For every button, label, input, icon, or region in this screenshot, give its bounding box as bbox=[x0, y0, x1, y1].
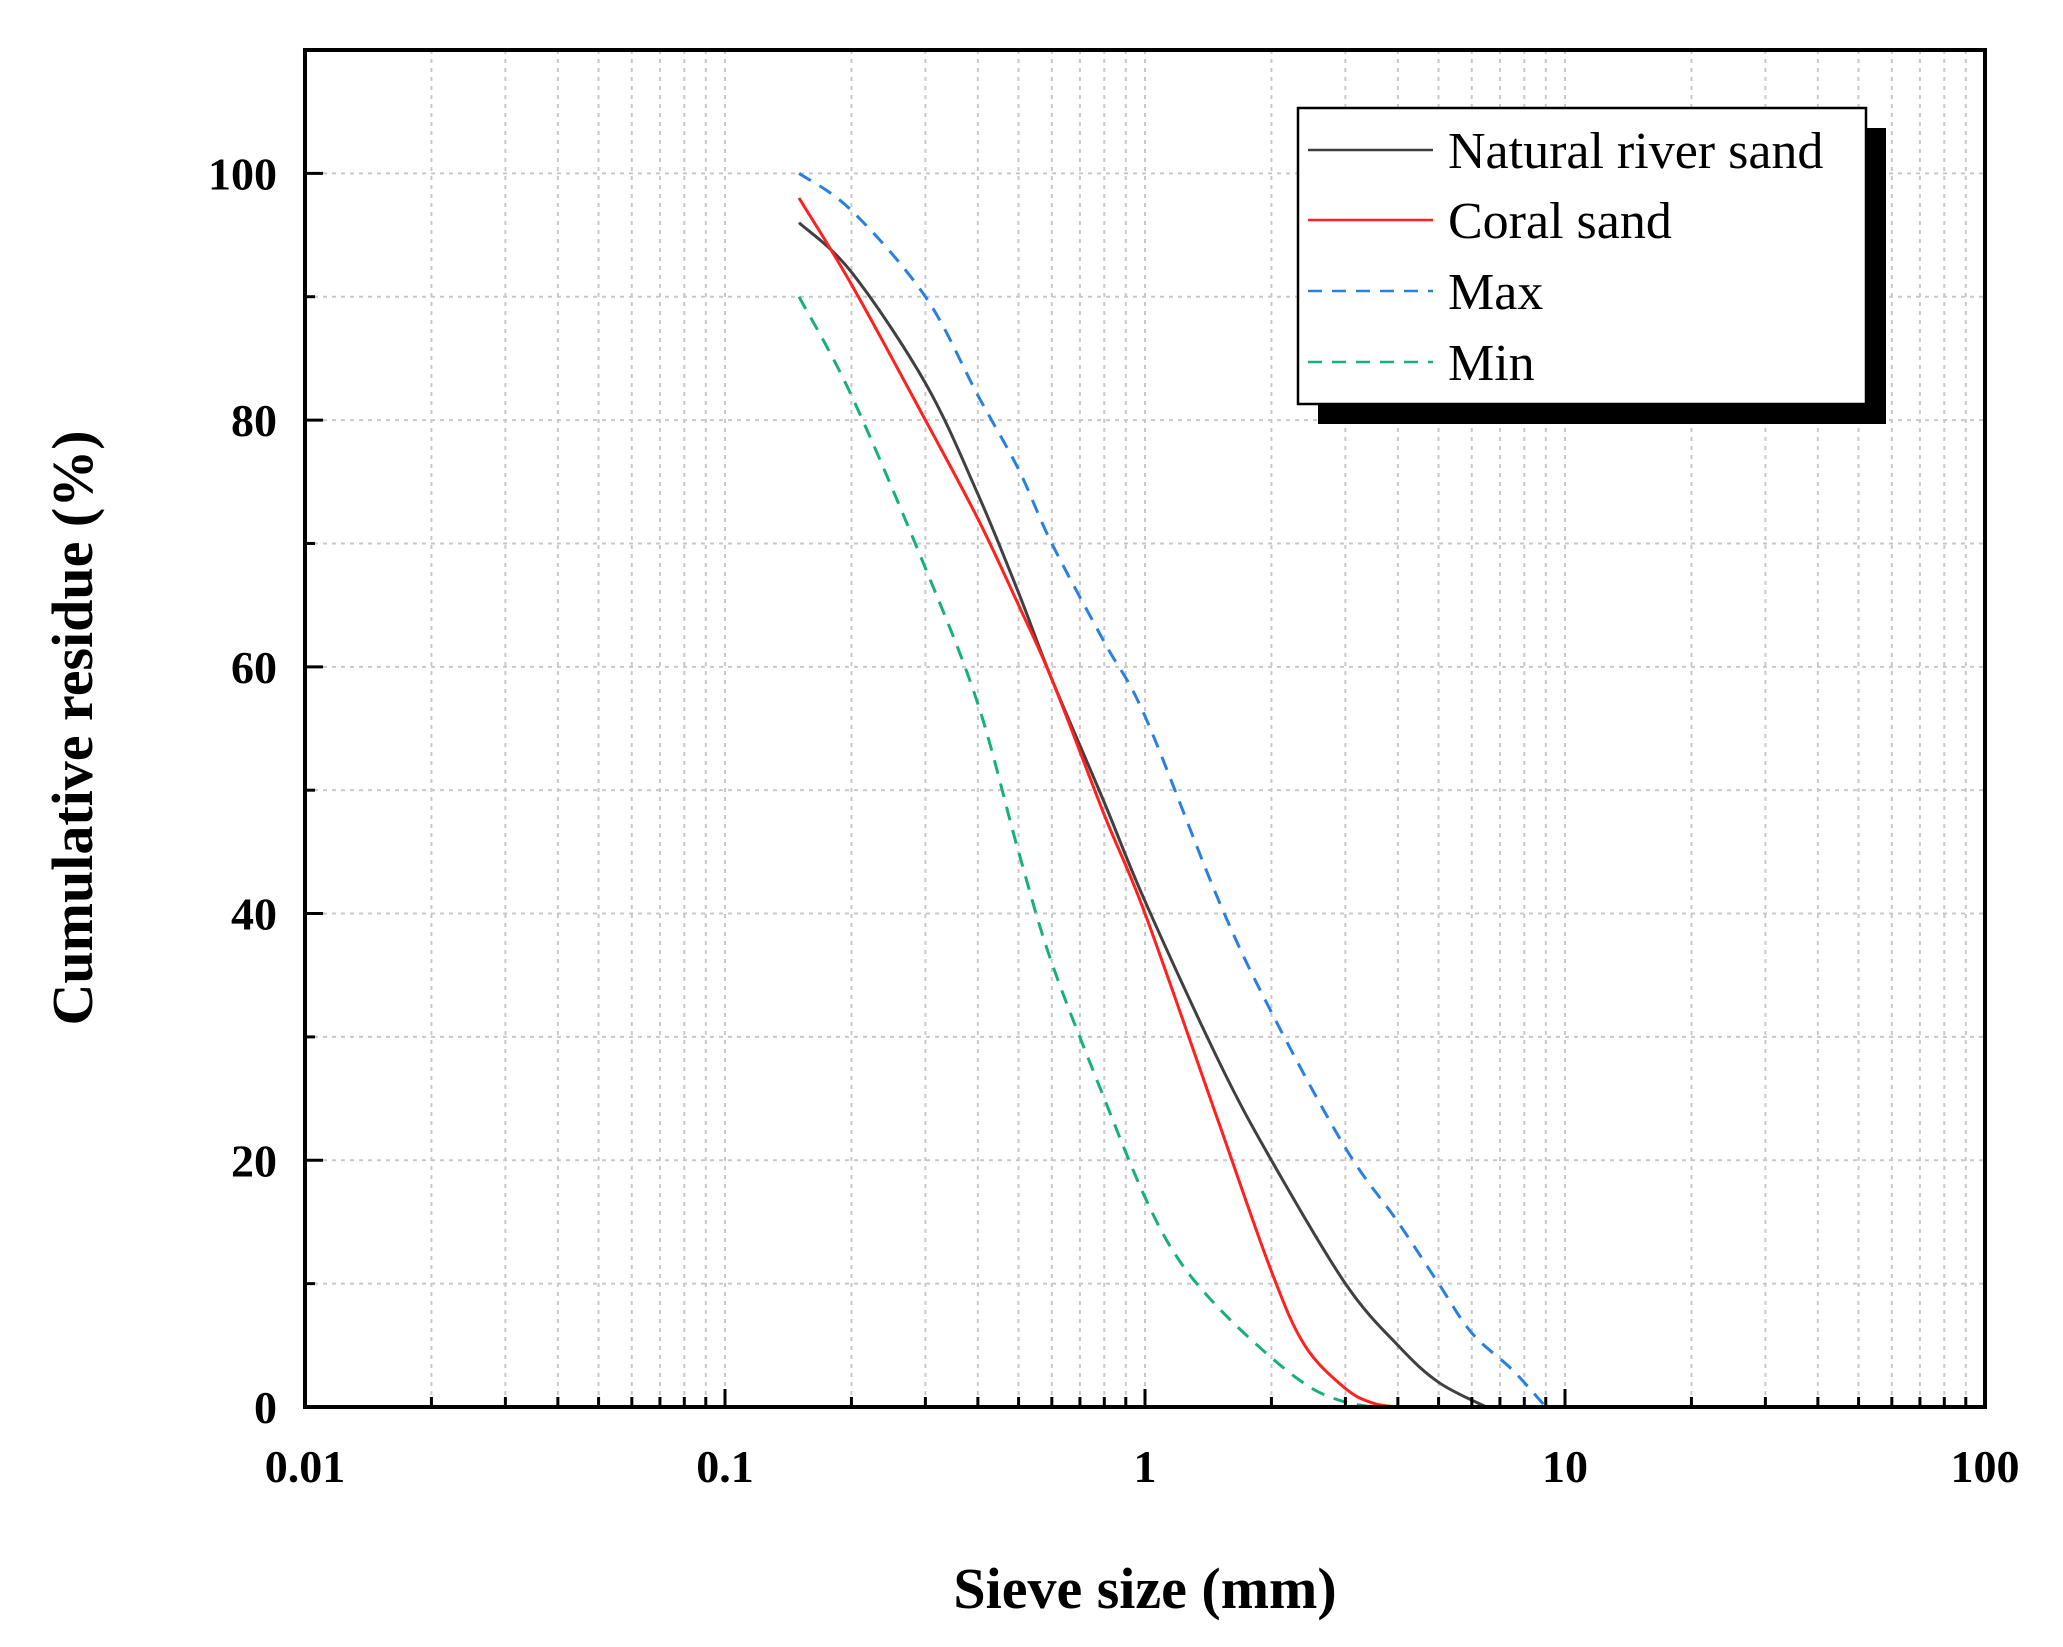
x-axis-title: Sieve size (mm) bbox=[953, 1556, 1336, 1621]
legend-label-natural-river-sand: Natural river sand bbox=[1448, 123, 1823, 180]
series-min bbox=[797, 296, 1374, 1409]
x-tick-label: 1 bbox=[1134, 1441, 1157, 1492]
legend: Natural river sand Coral sand Max Min bbox=[1296, 106, 1886, 424]
legend-label-max: Max bbox=[1448, 264, 1543, 321]
y-tick-label: 0 bbox=[254, 1382, 277, 1433]
y-tick-label: 80 bbox=[231, 395, 277, 446]
series-layer bbox=[797, 172, 1547, 1409]
x-tick-label: 10 bbox=[1542, 1441, 1588, 1492]
axis-ticks bbox=[303, 48, 1987, 1409]
series-natural-river-sand bbox=[797, 221, 1488, 1409]
legend-box bbox=[1296, 106, 1868, 406]
y-tick-label: 60 bbox=[231, 642, 277, 693]
x-tick-labels: 0.01 0.1 1 10 100 bbox=[265, 1441, 2020, 1492]
y-tick-label: 40 bbox=[231, 889, 277, 940]
x-tick-label: 0.01 bbox=[265, 1441, 346, 1492]
y-axis-title: Cumulative residue (%) bbox=[40, 430, 105, 1025]
x-tick-label: 100 bbox=[1951, 1441, 2020, 1492]
series-coral-sand bbox=[797, 197, 1399, 1409]
x-tick-label: 0.1 bbox=[696, 1441, 754, 1492]
legend-label-min: Min bbox=[1448, 335, 1535, 392]
y-tick-label: 100 bbox=[208, 148, 277, 199]
y-tick-label: 20 bbox=[231, 1135, 277, 1186]
y-tick-labels: 0 20 40 60 80 100 bbox=[208, 148, 277, 1433]
legend-label-coral-sand: Coral sand bbox=[1448, 193, 1672, 250]
